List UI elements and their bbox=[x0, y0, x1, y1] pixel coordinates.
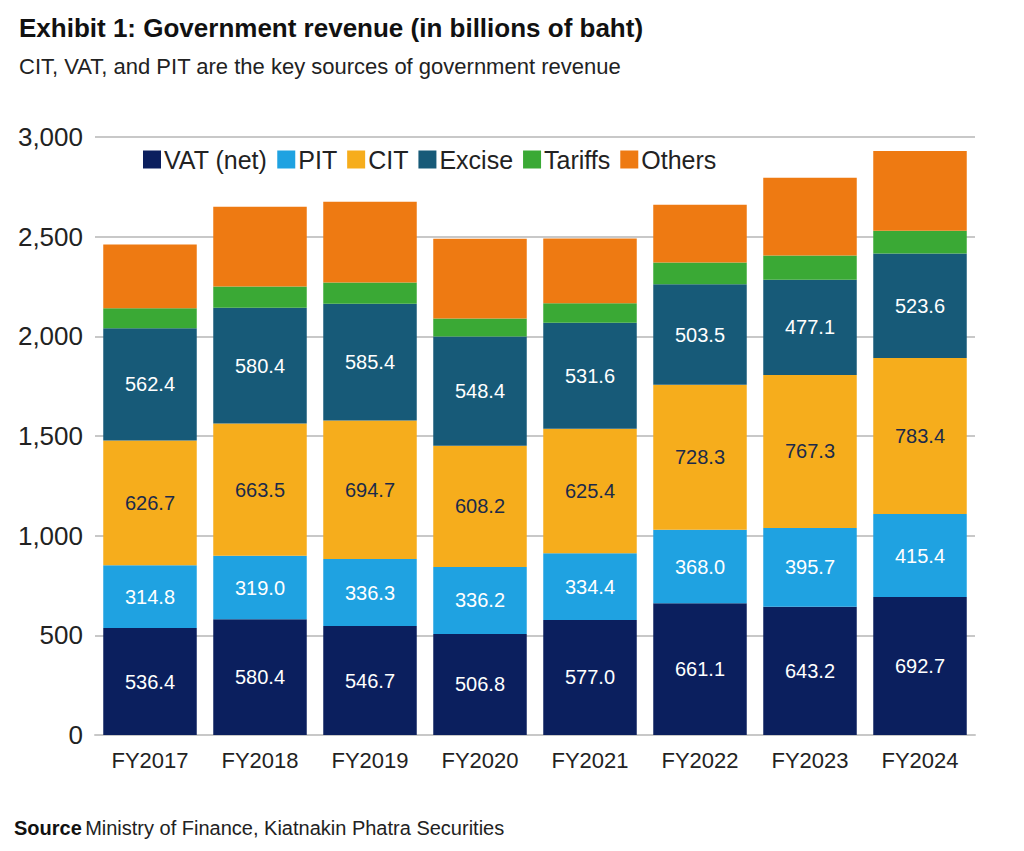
svg-text:477.1: 477.1 bbox=[785, 316, 835, 338]
svg-text:626.7: 626.7 bbox=[125, 492, 175, 514]
svg-text:643.2: 643.2 bbox=[785, 660, 835, 682]
svg-text:2,000: 2,000 bbox=[18, 321, 83, 351]
svg-text:694.7: 694.7 bbox=[345, 479, 395, 501]
svg-text:546.7: 546.7 bbox=[345, 670, 395, 692]
svg-text:VAT (net): VAT (net) bbox=[164, 146, 267, 174]
svg-text:608.2: 608.2 bbox=[455, 495, 505, 517]
svg-text:Source: Source bbox=[14, 817, 82, 839]
svg-text:3,000: 3,000 bbox=[18, 122, 83, 152]
svg-text:Ministry of Finance, Kiatnakin: Ministry of Finance, Kiatnakin Phatra Se… bbox=[85, 817, 504, 839]
svg-text:661.1: 661.1 bbox=[675, 658, 725, 680]
svg-text:FY2021: FY2021 bbox=[551, 748, 628, 773]
svg-text:580.4: 580.4 bbox=[235, 355, 285, 377]
svg-text:577.0: 577.0 bbox=[565, 666, 615, 688]
svg-text:FY2020: FY2020 bbox=[441, 748, 518, 773]
svg-text:Excise: Excise bbox=[439, 146, 513, 174]
svg-text:548.4: 548.4 bbox=[455, 380, 505, 402]
svg-text:FY2022: FY2022 bbox=[661, 748, 738, 773]
svg-text:FY2019: FY2019 bbox=[331, 748, 408, 773]
svg-text:523.6: 523.6 bbox=[895, 295, 945, 317]
svg-text:767.3: 767.3 bbox=[785, 440, 835, 462]
svg-text:625.4: 625.4 bbox=[565, 480, 615, 502]
svg-text:0: 0 bbox=[69, 720, 83, 750]
svg-text:319.0: 319.0 bbox=[235, 577, 285, 599]
svg-text:FY2018: FY2018 bbox=[221, 748, 298, 773]
svg-text:663.5: 663.5 bbox=[235, 479, 285, 501]
svg-text:500: 500 bbox=[40, 620, 83, 650]
svg-text:Tariffs: Tariffs bbox=[544, 146, 610, 174]
svg-text:FY2023: FY2023 bbox=[771, 748, 848, 773]
svg-text:1,000: 1,000 bbox=[18, 521, 83, 551]
svg-text:368.0: 368.0 bbox=[675, 556, 725, 578]
svg-text:PIT: PIT bbox=[298, 146, 337, 174]
svg-text:314.8: 314.8 bbox=[125, 586, 175, 608]
svg-text:CIT, VAT, and PIT are the key: CIT, VAT, and PIT are the key sources of… bbox=[19, 54, 621, 79]
svg-text:FY2017: FY2017 bbox=[111, 748, 188, 773]
svg-text:Others: Others bbox=[641, 146, 716, 174]
svg-text:334.4: 334.4 bbox=[565, 576, 615, 598]
svg-text:536.4: 536.4 bbox=[125, 671, 175, 693]
svg-text:CIT: CIT bbox=[368, 146, 408, 174]
svg-text:Exhibit 1: Government revenue: Exhibit 1: Government revenue (in billio… bbox=[19, 13, 643, 43]
svg-text:2,500: 2,500 bbox=[18, 222, 83, 252]
svg-text:562.4: 562.4 bbox=[125, 373, 175, 395]
svg-text:415.4: 415.4 bbox=[895, 545, 945, 567]
svg-text:503.5: 503.5 bbox=[675, 324, 725, 346]
svg-text:336.2: 336.2 bbox=[455, 589, 505, 611]
svg-text:1,500: 1,500 bbox=[18, 421, 83, 451]
svg-text:336.3: 336.3 bbox=[345, 582, 395, 604]
svg-text:531.6: 531.6 bbox=[565, 365, 615, 387]
svg-text:692.7: 692.7 bbox=[895, 655, 945, 677]
svg-text:728.3: 728.3 bbox=[675, 446, 725, 468]
svg-text:506.8: 506.8 bbox=[455, 673, 505, 695]
svg-text:580.4: 580.4 bbox=[235, 666, 285, 688]
svg-text:395.7: 395.7 bbox=[785, 556, 835, 578]
svg-text:585.4: 585.4 bbox=[345, 351, 395, 373]
svg-text:783.4: 783.4 bbox=[895, 425, 945, 447]
svg-text:FY2024: FY2024 bbox=[881, 748, 958, 773]
